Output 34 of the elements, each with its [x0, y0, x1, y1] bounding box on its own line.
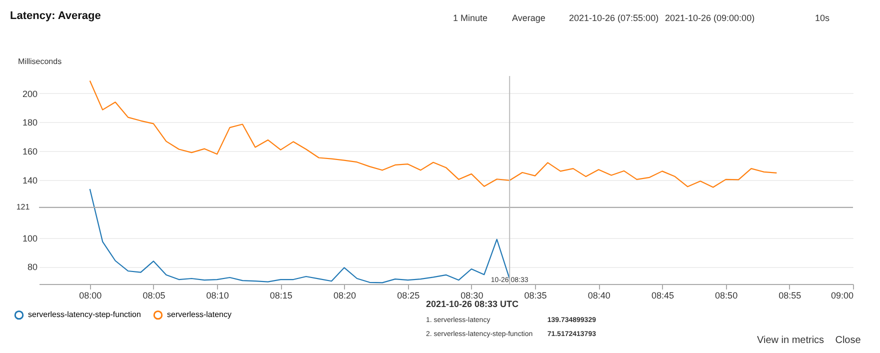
y-tick-label: 200 — [22, 88, 38, 99]
text: 10s — [815, 13, 830, 23]
x-tick-label: 08:20 — [333, 290, 356, 300]
x-tick-label: 08:25 — [397, 290, 420, 300]
y-tick-label: 80 — [27, 262, 38, 272]
y-tick-label: 140 — [22, 176, 38, 186]
y-tick-label: 180 — [22, 118, 38, 128]
text: View in metrics — [757, 335, 824, 346]
x-tick-label: 08:35 — [524, 290, 547, 300]
line-series — [89, 80, 778, 188]
legend-label: serverless-latency-step-function — [28, 310, 141, 320]
y-tick-label: 100 — [22, 233, 38, 244]
line-series — [89, 188, 510, 284]
ref-line-label: 121 — [16, 202, 30, 212]
x-tick-label: 08:10 — [206, 290, 229, 300]
text: 1 Minute — [453, 13, 488, 23]
text: 2021-10-26 (07:55:00) — [569, 13, 659, 23]
x-tick-label: 08:05 — [142, 290, 166, 300]
x-tick-label: 08:45 — [651, 290, 674, 300]
chart-title: Latency: Average — [10, 10, 101, 22]
x-tick-label: 08:15 — [270, 290, 292, 300]
text: 2021-10-26 08:33 UTC — [426, 299, 520, 309]
y-tick-label: 160 — [22, 146, 38, 157]
text: Close — [835, 335, 862, 346]
legend-label: serverless-latency — [167, 310, 232, 320]
x-tick-label: 08:50 — [715, 290, 738, 300]
text: 2021-10-26 (09:00:00) — [665, 13, 755, 23]
x-tick-label: 08:00 — [79, 290, 102, 300]
x-tick-label: 08:30 — [460, 290, 484, 300]
y-axis-title: Milliseconds — [18, 57, 62, 66]
x-tick-label: 08:40 — [588, 290, 610, 300]
x-tick-label: 08:55 — [778, 290, 802, 300]
x-tick-label: 09:00 — [830, 290, 854, 300]
text: Average — [512, 13, 546, 23]
